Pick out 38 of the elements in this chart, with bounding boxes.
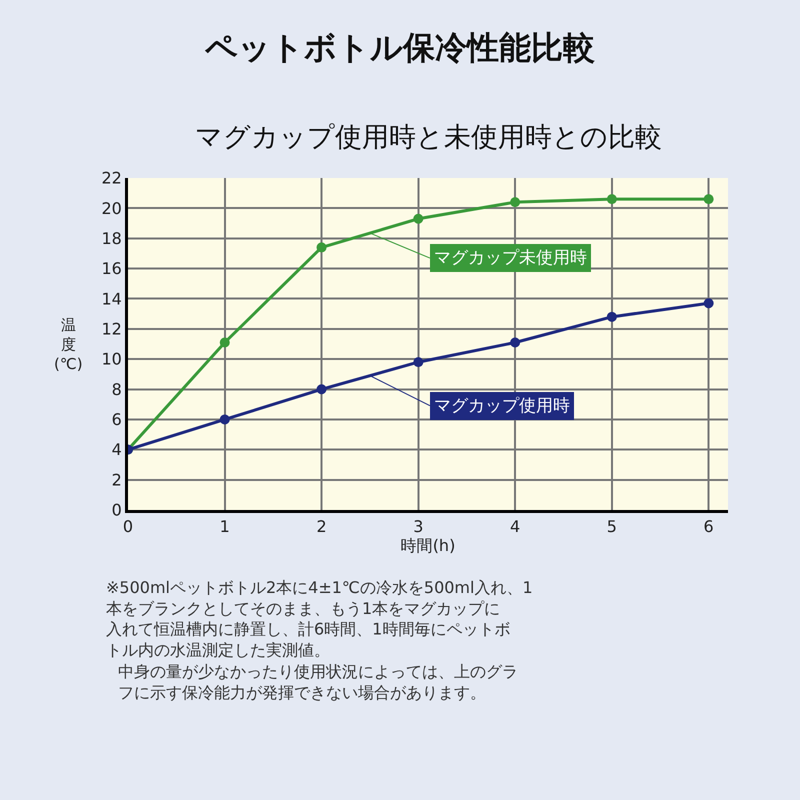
- x-axis-title: 時間(h): [400, 536, 456, 556]
- y-tick-label: 20: [101, 198, 122, 218]
- y-tick-label: 16: [101, 259, 122, 278]
- point: [704, 194, 714, 204]
- chart-subtitle: マグカップ使用時と未使用時との比較: [195, 122, 662, 153]
- y-tick-label: 2: [112, 470, 122, 490]
- point: [606, 194, 617, 204]
- point: [704, 298, 714, 308]
- text: ※500mlペットボトル2本に4±1℃の冷水を500ml入れ、1本をブランクとしてそのまま、もう1本をマグカップに入れて恒温槽内に静置し、計6時間、1時間毎にペットボトル内の水温測定した実測値。: [106, 578, 533, 660]
- x-tick-label: 4: [510, 517, 520, 536]
- y-tick-label: 12: [101, 320, 122, 339]
- point: [220, 337, 230, 348]
- point: [413, 214, 424, 224]
- x-tick-label: 2: [316, 517, 327, 536]
- point: [220, 414, 230, 424]
- y-tick-label: 6: [112, 410, 122, 430]
- x-tick-label: 6: [704, 517, 714, 536]
- text: 中身の量が少なかったり使用状況によっては、上のグラフに示す保冷能力が発揮できない場合があります。: [118, 662, 518, 702]
- y-tick-label: 4: [112, 440, 122, 460]
- point: [316, 242, 327, 252]
- y-tick-label: 0: [112, 500, 122, 520]
- chart-title: ペットボトル保冷性能比較: [204, 28, 595, 66]
- series-label: マグカップ使用時: [434, 396, 570, 416]
- y-axis-title: 温度(℃): [54, 316, 83, 373]
- point: [510, 197, 520, 208]
- y-tick-label: 10: [101, 350, 122, 369]
- y-tick-label: 14: [101, 289, 122, 308]
- x-tick-label: 3: [413, 517, 424, 536]
- y-tick-label: 22: [101, 168, 122, 188]
- series-label: マグカップ未使用時: [434, 248, 587, 268]
- point: [510, 337, 520, 348]
- point: [316, 384, 327, 394]
- point: [413, 357, 424, 368]
- point: [606, 312, 617, 322]
- y-tick-label: 18: [101, 228, 122, 248]
- y-tick-label: 8: [112, 380, 122, 399]
- x-tick-label: 1: [220, 517, 230, 536]
- x-tick-label: 5: [606, 517, 617, 536]
